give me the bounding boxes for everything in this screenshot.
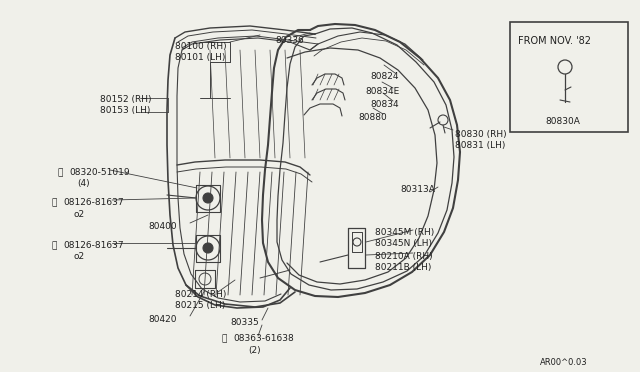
Text: FROM NOV. '82: FROM NOV. '82 (518, 36, 591, 46)
Text: 80101 (LH): 80101 (LH) (175, 53, 225, 62)
Text: 80345N (LH): 80345N (LH) (375, 239, 432, 248)
Text: 80335: 80335 (230, 318, 259, 327)
Text: 80400: 80400 (148, 222, 177, 231)
Text: Ⓢ: Ⓢ (58, 168, 63, 177)
Text: 08320-51019: 08320-51019 (69, 168, 130, 177)
Text: 80345M (RH): 80345M (RH) (375, 228, 435, 237)
Text: 80824: 80824 (370, 72, 399, 81)
Text: 80830A: 80830A (545, 117, 580, 126)
Text: 80420: 80420 (148, 315, 177, 324)
Circle shape (203, 243, 213, 253)
Text: (4): (4) (77, 179, 90, 188)
Text: (2): (2) (248, 346, 260, 355)
Text: AR00^0.03: AR00^0.03 (540, 358, 588, 367)
Text: 80336: 80336 (275, 36, 304, 45)
Text: 08363-61638: 08363-61638 (233, 334, 294, 343)
Text: 08126-81637: 08126-81637 (63, 198, 124, 207)
Text: 80153 (LH): 80153 (LH) (100, 106, 150, 115)
Text: Ⓑ: Ⓑ (52, 198, 58, 207)
Text: 80100 (RH): 80100 (RH) (175, 42, 227, 51)
Text: 80214 (RH): 80214 (RH) (175, 290, 227, 299)
Text: 80831 (LH): 80831 (LH) (455, 141, 506, 150)
Text: 80834E: 80834E (365, 87, 399, 96)
Text: 80211B (LH): 80211B (LH) (375, 263, 431, 272)
Text: Ⓢ: Ⓢ (222, 334, 227, 343)
Text: o2: o2 (74, 210, 85, 219)
Text: o2: o2 (74, 252, 85, 261)
Circle shape (203, 193, 213, 203)
Text: Ⓑ: Ⓑ (52, 241, 58, 250)
Text: 80152 (RH): 80152 (RH) (100, 95, 152, 104)
Text: 80834: 80834 (370, 100, 399, 109)
Bar (510, 22, 628, 132)
Text: 80215 (LH): 80215 (LH) (175, 301, 225, 310)
Text: 80210A (RH): 80210A (RH) (375, 252, 433, 261)
Text: 80830 (RH): 80830 (RH) (455, 130, 507, 139)
Text: 80313A: 80313A (400, 185, 435, 194)
Text: 80880: 80880 (358, 113, 387, 122)
Text: 08126-81637: 08126-81637 (63, 241, 124, 250)
